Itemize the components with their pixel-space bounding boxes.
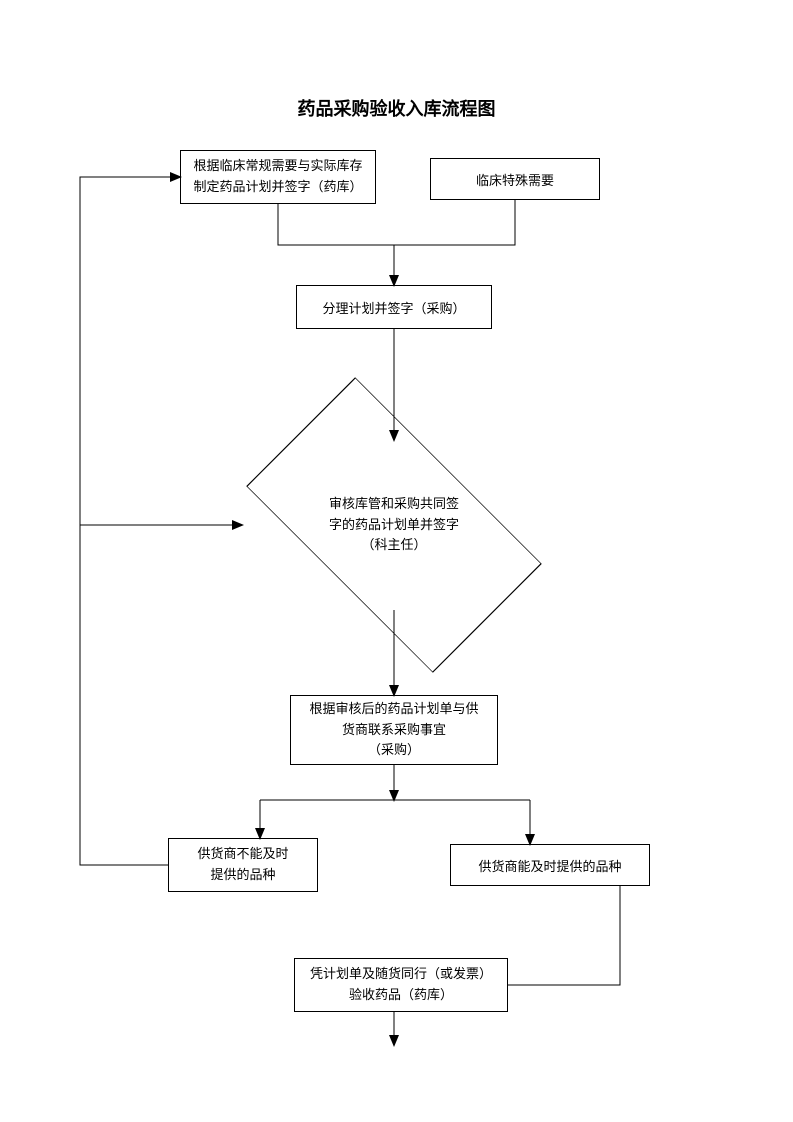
- node-text-line: 货商联系采购事宜: [342, 722, 446, 737]
- node-text-line: 凭计划单及随货同行（或发票）: [310, 966, 492, 981]
- node-text-line: 提供的品种: [210, 867, 275, 882]
- flowchart-node-plan: 根据临床常规需要与实际库存 制定药品计划并签字（药库）: [180, 150, 376, 204]
- node-text-line: （科主任）: [361, 537, 426, 552]
- node-text-line: 根据审核后的药品计划单与供: [309, 701, 478, 716]
- node-text-line: 审核库管和采购共同签: [329, 496, 459, 511]
- node-text: 分理计划并签字（采购）: [322, 298, 465, 317]
- node-text-line: 字的药品计划单并签字: [329, 517, 459, 532]
- node-text-line: 根据临床常规需要与实际库存: [193, 158, 362, 173]
- flowchart-node-not-timely: 供货商不能及时 提供的品种: [168, 838, 318, 892]
- flowchart-node-audit: 审核库管和采购共同签 字的药品计划单并签字 （科主任）: [284, 415, 504, 635]
- flowchart-node-contact-supplier: 根据审核后的药品计划单与供 货商联系采购事宜 （采购）: [290, 695, 498, 765]
- flowchart-node-acceptance: 凭计划单及随货同行（或发票） 验收药品（药库）: [294, 958, 508, 1012]
- node-text-line: 供货商不能及时: [197, 846, 288, 861]
- node-text: 供货商能及时提供的品种: [478, 856, 621, 875]
- page-title: 药品采购验收入库流程图: [0, 95, 793, 121]
- node-text: 临床特殊需要: [476, 170, 554, 189]
- flowchart-node-timely: 供货商能及时提供的品种: [450, 844, 650, 886]
- flowchart-node-sort-sign: 分理计划并签字（采购）: [296, 285, 492, 329]
- node-text-line: （采购）: [368, 742, 420, 757]
- flowchart-node-clinical-need: 临床特殊需要: [430, 158, 600, 200]
- node-text-line: 验收药品（药库）: [349, 987, 453, 1002]
- node-text-line: 制定药品计划并签字（药库）: [193, 179, 362, 194]
